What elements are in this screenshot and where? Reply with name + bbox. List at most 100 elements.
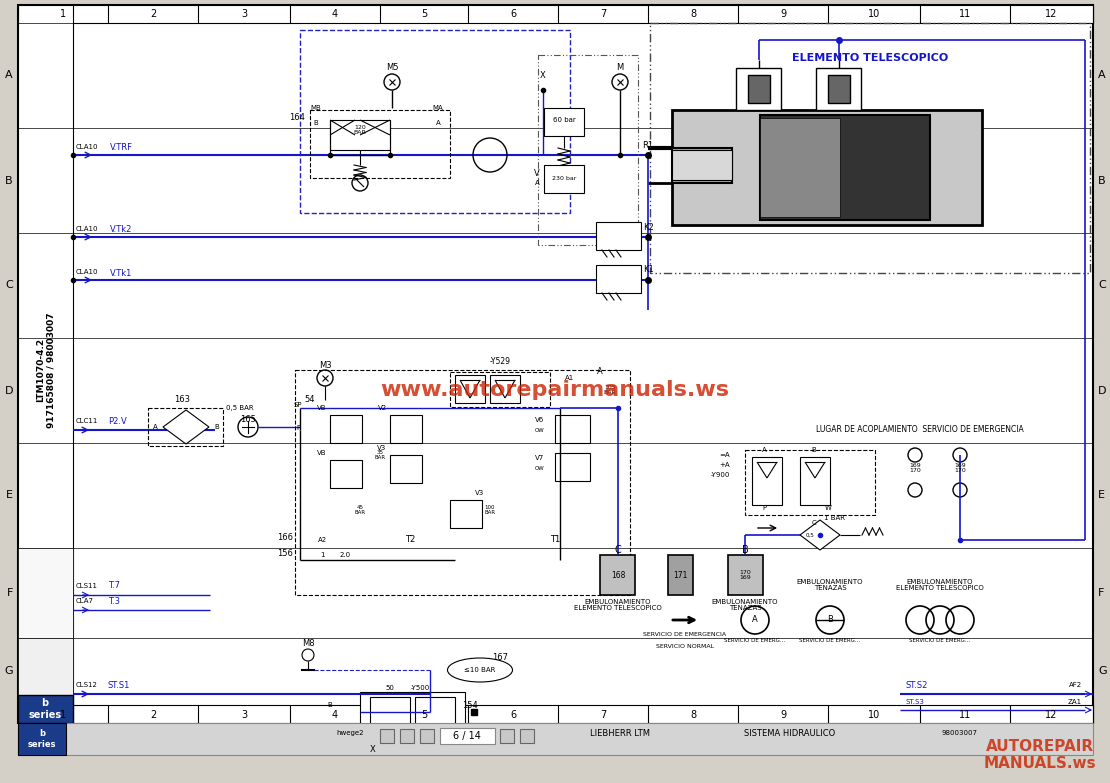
Text: C: C bbox=[1098, 280, 1106, 290]
Text: 1: 1 bbox=[60, 710, 67, 720]
Bar bbox=[490, 375, 519, 403]
Bar bbox=[672, 150, 731, 180]
Text: B: B bbox=[1098, 175, 1106, 186]
Text: F: F bbox=[7, 588, 13, 598]
Text: -Y529: -Y529 bbox=[490, 358, 511, 366]
Text: ≤10 BAR: ≤10 BAR bbox=[464, 667, 496, 673]
Text: 105
BAR: 105 BAR bbox=[604, 384, 616, 395]
Text: B: B bbox=[827, 615, 832, 625]
Text: SISTEMA HIDRAULICO: SISTEMA HIDRAULICO bbox=[745, 728, 836, 738]
Text: hwege2: hwege2 bbox=[336, 730, 364, 736]
Text: E: E bbox=[6, 490, 13, 500]
Text: C: C bbox=[615, 545, 622, 555]
Text: A: A bbox=[597, 367, 603, 377]
Bar bbox=[18, 723, 65, 755]
Text: 98003007: 98003007 bbox=[942, 730, 978, 736]
Text: 0,5: 0,5 bbox=[806, 532, 815, 537]
Bar bbox=[816, 68, 861, 110]
Text: T.3: T.3 bbox=[108, 597, 120, 605]
Bar bbox=[330, 120, 390, 150]
Text: 3: 3 bbox=[241, 710, 248, 720]
Text: E: E bbox=[1098, 490, 1104, 500]
Text: V7: V7 bbox=[535, 455, 545, 461]
Text: V.TRF: V.TRF bbox=[110, 143, 133, 153]
Text: VB: VB bbox=[317, 405, 326, 411]
Text: ST.S2: ST.S2 bbox=[905, 680, 927, 690]
Text: ST.S3: ST.S3 bbox=[905, 699, 924, 705]
Bar bbox=[18, 723, 1093, 755]
Bar bbox=[596, 222, 640, 250]
Text: -Y900: -Y900 bbox=[710, 472, 730, 478]
Text: VB: VB bbox=[317, 450, 326, 456]
Ellipse shape bbox=[447, 658, 513, 682]
Text: MB: MB bbox=[311, 105, 322, 111]
Bar bbox=[555, 415, 591, 443]
Text: 6 / 14: 6 / 14 bbox=[453, 731, 481, 741]
Text: 1: 1 bbox=[60, 9, 67, 19]
Text: B: B bbox=[327, 702, 332, 708]
Text: 9: 9 bbox=[780, 9, 786, 19]
Text: =A: =A bbox=[719, 452, 730, 458]
Bar bbox=[295, 370, 630, 595]
Text: 5: 5 bbox=[421, 9, 427, 19]
Text: F: F bbox=[1098, 588, 1104, 598]
Text: 7: 7 bbox=[599, 710, 606, 720]
Text: M5: M5 bbox=[386, 63, 398, 73]
Text: G: G bbox=[1098, 666, 1107, 677]
Text: P: P bbox=[761, 505, 766, 511]
Text: 169
170: 169 170 bbox=[955, 463, 966, 474]
Bar bbox=[300, 30, 571, 213]
Text: A: A bbox=[1098, 70, 1106, 81]
Text: 1 BAR: 1 BAR bbox=[825, 515, 846, 521]
Text: A: A bbox=[535, 180, 539, 186]
Text: T2: T2 bbox=[405, 536, 415, 544]
Text: ELEMENTO TELESCOPICO: ELEMENTO TELESCOPICO bbox=[791, 53, 948, 63]
Text: B: B bbox=[811, 447, 816, 453]
Text: 100
BAR: 100 BAR bbox=[484, 504, 495, 515]
Text: 5: 5 bbox=[421, 710, 427, 720]
Bar bbox=[748, 75, 770, 103]
Text: R1: R1 bbox=[643, 140, 654, 150]
Text: LTM1070-4.2
917165808 / 98003007: LTM1070-4.2 917165808 / 98003007 bbox=[37, 312, 56, 428]
Text: 6: 6 bbox=[509, 710, 516, 720]
Bar bbox=[415, 697, 455, 725]
Text: V3: V3 bbox=[475, 490, 485, 496]
Text: AUTOREPAIR
MANUALS.ws: AUTOREPAIR MANUALS.ws bbox=[983, 739, 1097, 771]
Bar bbox=[596, 265, 640, 293]
Text: -Y500: -Y500 bbox=[411, 685, 430, 691]
Text: 35
BAR: 35 BAR bbox=[374, 449, 385, 460]
Bar bbox=[18, 695, 73, 723]
Text: P2.V: P2.V bbox=[108, 417, 127, 425]
Text: D: D bbox=[1098, 385, 1107, 395]
Text: 1: 1 bbox=[320, 552, 324, 558]
Text: A: A bbox=[435, 120, 441, 126]
Bar bbox=[800, 457, 830, 505]
Bar bbox=[390, 415, 422, 443]
Text: A: A bbox=[6, 70, 13, 81]
Bar bbox=[390, 455, 422, 483]
Text: D: D bbox=[4, 385, 13, 395]
Text: LUGAR DE ACOPLAMIENTO  SERVICIO DE EMERGENCIA: LUGAR DE ACOPLAMIENTO SERVICIO DE EMERGE… bbox=[816, 425, 1023, 435]
Text: CLS12: CLS12 bbox=[75, 682, 98, 688]
Text: 60 bar: 60 bar bbox=[553, 117, 575, 123]
Polygon shape bbox=[163, 410, 209, 444]
Text: P: P bbox=[296, 425, 300, 431]
Bar bbox=[400, 729, 414, 743]
Text: 50: 50 bbox=[385, 685, 394, 691]
Text: 154: 154 bbox=[462, 701, 478, 709]
Text: T1: T1 bbox=[549, 536, 561, 544]
Text: ST.S1: ST.S1 bbox=[108, 680, 130, 690]
Text: K2: K2 bbox=[643, 222, 654, 232]
Text: LIEBHERR LTM: LIEBHERR LTM bbox=[591, 728, 650, 738]
Text: 0,5 BAR: 0,5 BAR bbox=[226, 405, 254, 411]
Text: X: X bbox=[541, 70, 546, 80]
Text: CLA10: CLA10 bbox=[75, 226, 99, 232]
Text: A: A bbox=[761, 447, 766, 453]
Text: 171: 171 bbox=[673, 571, 687, 579]
Text: 2: 2 bbox=[150, 710, 157, 720]
Text: www.autorepairmanuals.ws: www.autorepairmanuals.ws bbox=[381, 380, 729, 400]
Bar bbox=[736, 68, 781, 110]
Bar bbox=[544, 108, 584, 136]
Text: 54: 54 bbox=[305, 395, 315, 405]
Text: CLS11: CLS11 bbox=[75, 583, 98, 589]
